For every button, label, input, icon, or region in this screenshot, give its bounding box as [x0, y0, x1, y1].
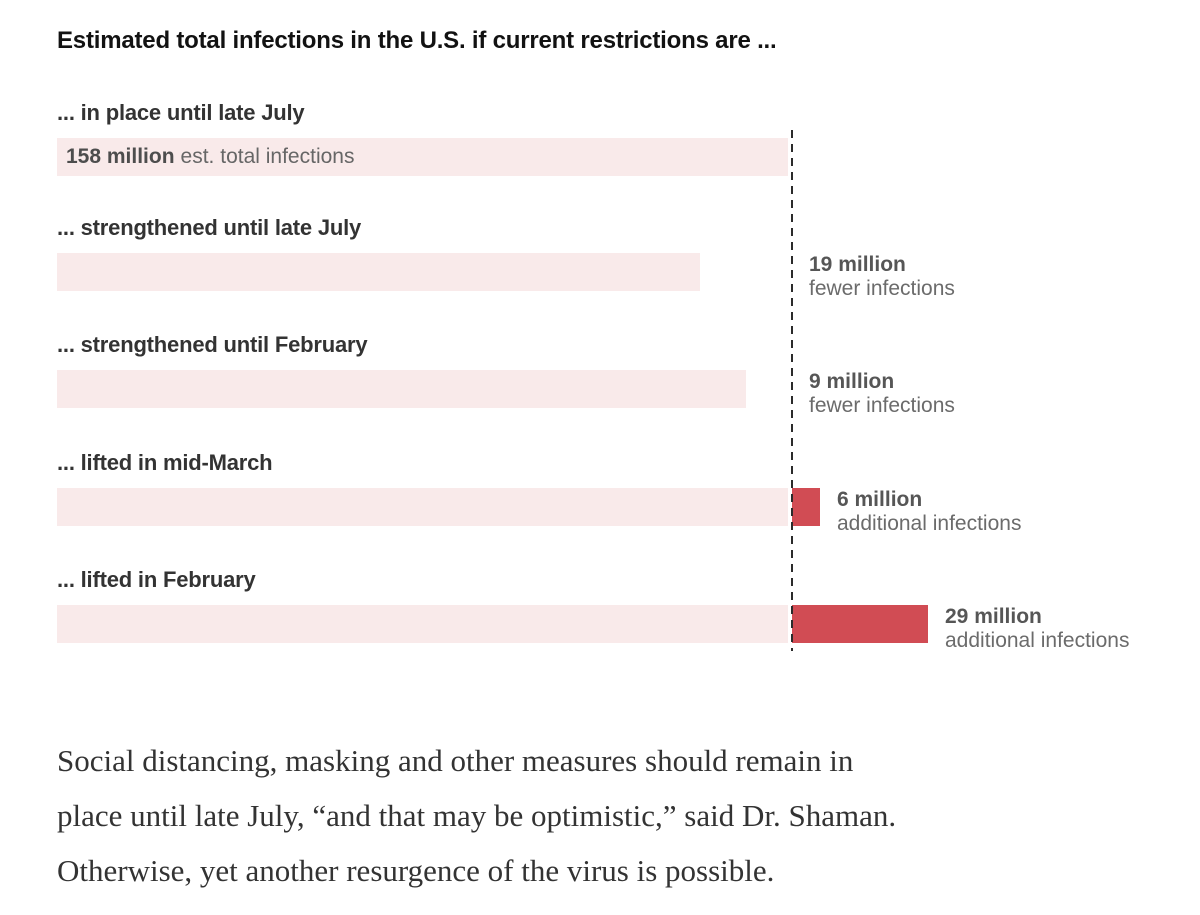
bar-value-bold: 158 million: [66, 145, 175, 168]
caption-line: Social distancing, masking and other mea…: [57, 743, 854, 778]
bar-row: 9 million fewer infections: [57, 370, 1167, 417]
bar-row: 6 million additional infections: [57, 488, 1167, 535]
bar-pink: [57, 370, 746, 408]
bar-pink: [57, 605, 788, 643]
bar-pink: [57, 488, 788, 526]
note-description: additional infections: [945, 629, 1130, 652]
bar-pink: [57, 253, 700, 291]
note-value: 19 million: [809, 253, 906, 276]
baseline-reference-line: [791, 130, 793, 651]
bar-row: 29 million additional infections: [57, 605, 1167, 652]
chart-row-group: ... lifted in mid-March 6 million additi…: [57, 449, 1167, 535]
bar-note: 6 million additional infections: [837, 488, 1021, 536]
bar-note: 9 million fewer infections: [809, 370, 955, 418]
chart-title: Estimated total infections in the U.S. i…: [57, 27, 777, 54]
bar-note: 19 million fewer infections: [809, 253, 955, 301]
caption-line: place until late July, “and that may be …: [57, 798, 897, 833]
caption-line: Otherwise, yet another resurgence of the…: [57, 853, 775, 888]
note-description: additional infections: [837, 512, 1022, 535]
note-value: 6 million: [837, 488, 923, 511]
category-label: ... strengthened until February: [57, 332, 368, 357]
chart-row-group: ... lifted in February 29 million additi…: [57, 566, 1167, 652]
bar-row: 158 million est. total infections: [57, 138, 1167, 176]
chart-row-group: ... in place until late July 158 million…: [57, 99, 1167, 176]
chart-row-group: ... strengthened until February 9 millio…: [57, 331, 1167, 417]
bar-value-rest: est. total infections: [180, 145, 355, 168]
note-value: 9 million: [809, 370, 895, 393]
category-label: ... lifted in mid-March: [57, 450, 273, 475]
chart-row-group: ... strengthened until late July 19 mill…: [57, 214, 1167, 300]
bar-pink: [57, 138, 788, 176]
note-description: fewer infections: [809, 394, 955, 417]
bar-red-additional: [792, 605, 928, 643]
category-label: ... strengthened until late July: [57, 215, 362, 240]
bar-note: 29 million additional infections: [945, 605, 1129, 653]
note-description: fewer infections: [809, 277, 955, 300]
note-value: 29 million: [945, 605, 1042, 628]
bar-row: 19 million fewer infections: [57, 253, 1167, 300]
caption-text: Social distancing, masking and other mea…: [57, 733, 1167, 898]
category-label: ... in place until late July: [57, 100, 305, 125]
category-label: ... lifted in February: [57, 567, 256, 592]
bar-value-label: 158 million est. total infections: [66, 138, 354, 176]
bar-red-additional: [792, 488, 820, 526]
